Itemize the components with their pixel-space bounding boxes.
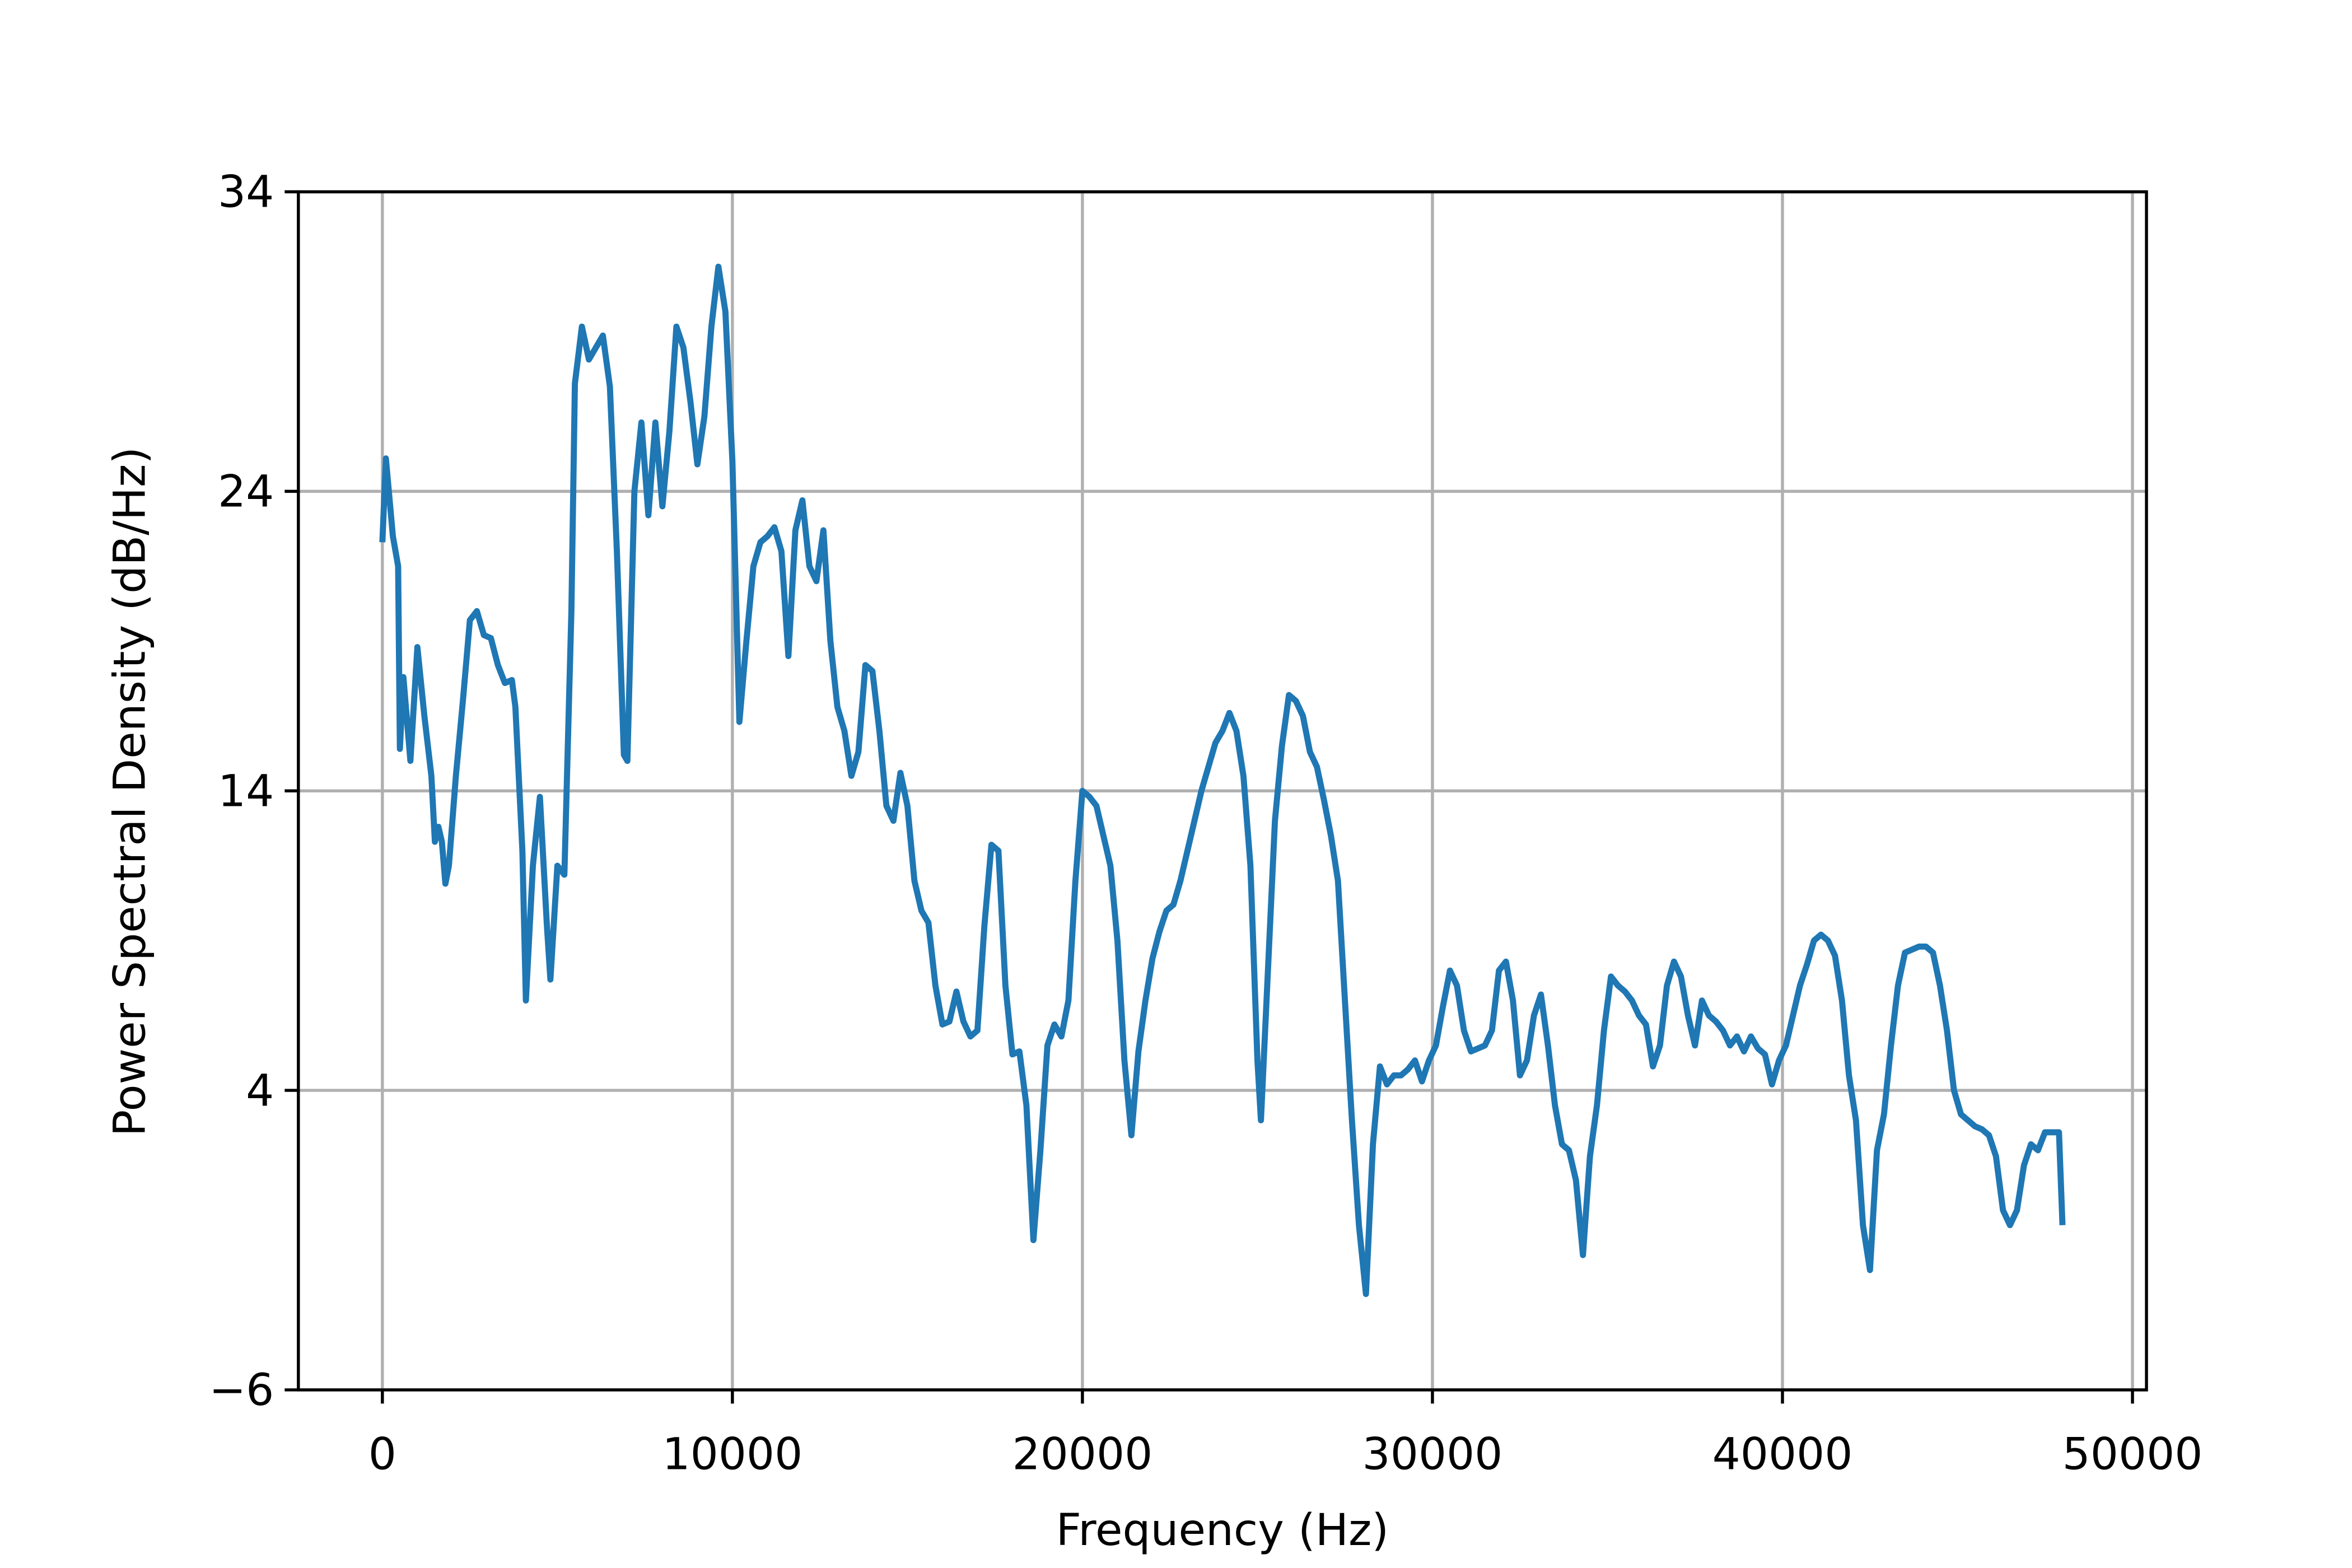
x-tick-label: 0 — [368, 1428, 396, 1480]
y-tick-label: 14 — [218, 765, 274, 816]
x-tick-label: 20000 — [1012, 1428, 1153, 1480]
y-tick-label: −6 — [209, 1364, 274, 1416]
y-tick-label: 34 — [218, 166, 274, 218]
y-tick-label: 4 — [246, 1065, 274, 1116]
y-axis-label: Power Spectral Density (dB/Hz) — [104, 447, 155, 1136]
x-tick-label: 30000 — [1362, 1428, 1503, 1480]
x-axis-label: Frequency (Hz) — [1056, 1504, 1389, 1556]
y-tick-label: 24 — [218, 466, 274, 517]
x-tick-label: 40000 — [1712, 1428, 1853, 1480]
x-tick-label: 50000 — [2062, 1428, 2203, 1480]
data-line — [379, 263, 2066, 1298]
plot-frame — [297, 190, 2148, 1392]
x-tick-label: 10000 — [662, 1428, 802, 1480]
